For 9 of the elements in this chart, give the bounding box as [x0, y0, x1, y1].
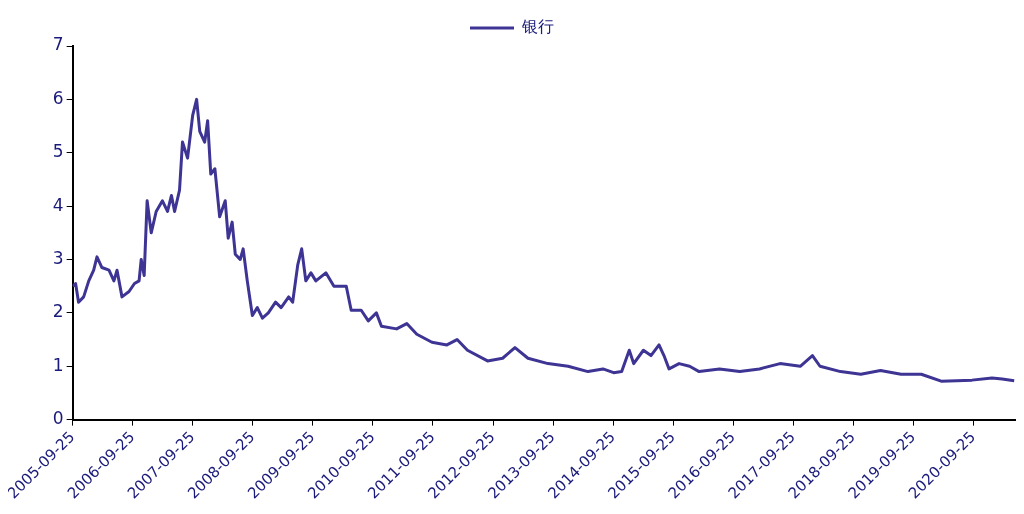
y-tick-label: 6 — [52, 87, 64, 108]
y-tick-label: 2 — [52, 301, 64, 322]
y-tick-label: 0 — [52, 408, 64, 429]
y-tick-label: 1 — [52, 354, 64, 375]
y-tick-label: 4 — [52, 194, 64, 215]
legend-label: 银行 — [521, 17, 554, 37]
y-tick-label: 3 — [52, 247, 64, 268]
y-tick-label: 7 — [52, 34, 64, 55]
y-tick-label: 5 — [52, 141, 64, 162]
